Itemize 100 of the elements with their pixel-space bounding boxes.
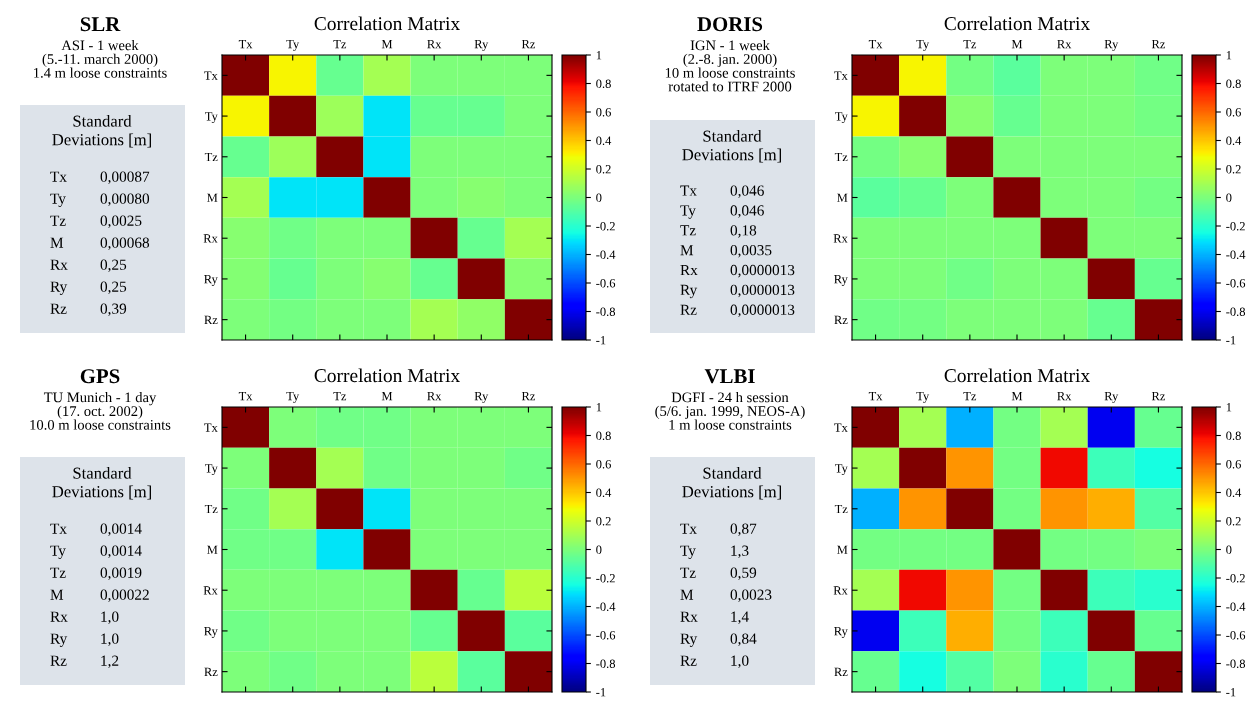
x-tick-label: Ty	[916, 39, 930, 51]
x-tick-label: Tz	[963, 391, 977, 401]
text: VLBI	[704, 369, 755, 384]
color-bar-label: 0.6	[596, 108, 611, 117]
x-tick-label: Rz	[521, 39, 536, 49]
y-tick-label: Tz	[834, 152, 848, 162]
color-bar-label: -0.8	[596, 307, 616, 317]
x-tick-label: Ry	[474, 391, 489, 403]
text: Standard Deviations [m]	[52, 467, 151, 500]
color-bar-label: -1	[1226, 688, 1236, 697]
color-bar-label: 0	[596, 193, 602, 202]
x-tick-label: M	[1011, 39, 1023, 49]
text: Standard Deviations [m]	[52, 115, 151, 148]
x-tick-label: Tz	[333, 391, 347, 401]
text: Standard Deviations [m]	[682, 467, 781, 500]
color-bar-label: 1	[1226, 403, 1232, 412]
y-tick-label: Ry	[834, 275, 848, 286]
chart-title: Correlation Matrix	[944, 16, 1090, 31]
x-tick-label: Ry	[474, 39, 489, 51]
text: Rz	[50, 655, 67, 666]
x-tick-label: Rx	[1057, 391, 1072, 401]
y-tick-label: Tx	[834, 423, 848, 432]
color-bar-label: 1	[596, 403, 602, 412]
text: 0,00068	[100, 237, 150, 251]
text: 0,00087	[100, 171, 150, 185]
text: 0,59	[730, 567, 757, 581]
text: Ty	[50, 545, 66, 559]
y-tick-label: Tx	[204, 71, 218, 80]
text: 1,0	[101, 633, 119, 647]
x-tick-label: Tz	[963, 39, 977, 49]
x-tick-label: M	[381, 39, 393, 49]
text: Tx	[680, 523, 697, 534]
text: 0,39	[100, 303, 127, 317]
color-bar-label: -0.4	[1226, 602, 1246, 612]
text: 0,87	[730, 523, 757, 537]
text: Tz	[680, 225, 696, 236]
text: Tz	[50, 215, 66, 226]
x-tick-label: Ty	[286, 39, 300, 51]
text: 0,046	[730, 185, 764, 198]
text: ASI - 1 week (5.-11. march 2000) 1.4 m loose constraints	[34, 40, 167, 78]
x-tick-label: Rx	[1057, 39, 1072, 49]
text: Ry	[680, 633, 698, 647]
text: Rz	[680, 304, 697, 315]
color-bar-label: 0.8	[1226, 431, 1241, 441]
color-bar-label: 0.2	[596, 165, 611, 174]
text: 0,0014	[100, 523, 142, 537]
text: DORIS	[697, 17, 763, 32]
text: 0,0000013	[730, 304, 795, 318]
text: Standard Deviations [m]	[682, 130, 781, 163]
color-bar-label: 0.8	[596, 79, 611, 89]
color-bar-label: 0.6	[1226, 108, 1241, 117]
color-bar-label: -0.6	[596, 279, 616, 288]
text: 0,0000013	[730, 284, 795, 298]
text: 1,4	[731, 611, 749, 625]
color-bar-label: 0.4	[596, 488, 612, 498]
color-bar-label: -1	[1226, 336, 1236, 345]
text: Tz	[680, 567, 696, 578]
x-tick-label: Tx	[868, 391, 883, 401]
text: Ry	[50, 633, 68, 647]
color-bar-label: -0.8	[596, 659, 616, 669]
color-bar-label: 1	[596, 51, 602, 60]
x-tick-label: Rz	[1151, 391, 1166, 401]
color-bar-label: -0.4	[596, 250, 616, 260]
color-bar-label: 0.4	[596, 136, 612, 146]
y-tick-label: Rz	[834, 667, 848, 676]
text: 0,84	[730, 633, 757, 647]
y-tick-label: Ry	[204, 275, 218, 286]
x-tick-label: Ty	[916, 391, 930, 403]
text: Tz	[50, 567, 66, 578]
y-tick-label: Tz	[834, 504, 848, 514]
x-tick-label: Ry	[1104, 39, 1119, 51]
text: 0,25	[100, 281, 127, 295]
text: Ry	[50, 281, 68, 295]
text: Rx	[50, 259, 68, 270]
chart-title: Correlation Matrix	[314, 368, 460, 383]
y-tick-label: Rx	[833, 234, 848, 243]
color-bar-label: 0.4	[1226, 488, 1242, 498]
color-bar-label: 0.8	[1226, 79, 1241, 89]
y-tick-label: Ry	[834, 627, 848, 638]
text: SLR	[80, 17, 121, 32]
text: Tx	[50, 523, 67, 534]
color-bar-label: 0	[1226, 193, 1232, 202]
color-bar-label: 0.6	[596, 460, 611, 469]
x-tick-label: Ry	[1104, 391, 1119, 403]
y-tick-label: Rx	[203, 234, 218, 243]
text: 1,2	[101, 655, 119, 669]
color-bar-label: -0.2	[596, 222, 615, 231]
text: 0,00022	[100, 589, 149, 603]
text: M	[50, 589, 64, 600]
text: Rz	[680, 655, 697, 666]
text: M	[680, 589, 694, 600]
text: Tx	[680, 185, 697, 196]
text: 0,0000013	[730, 264, 795, 278]
text: Rx	[680, 265, 698, 276]
text: 0,046	[730, 205, 764, 218]
text: 0,0019	[100, 567, 142, 581]
x-tick-label: M	[381, 391, 393, 401]
text: 0,0023	[730, 589, 772, 603]
color-bar-label: 0	[596, 545, 602, 554]
y-tick-label: M	[207, 193, 218, 202]
